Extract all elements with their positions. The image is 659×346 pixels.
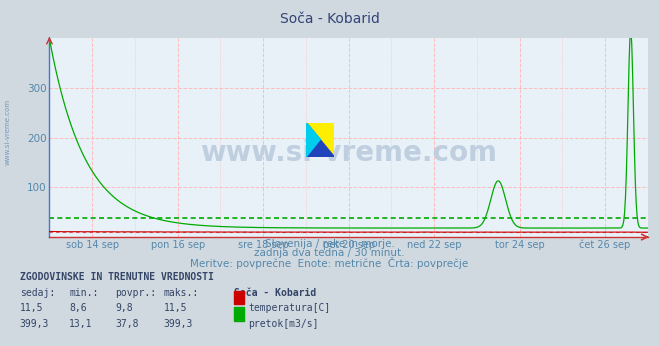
Polygon shape [306, 123, 334, 156]
Text: min.:: min.: [69, 288, 99, 298]
Text: 8,6: 8,6 [69, 303, 87, 313]
Text: Soča - Kobarid: Soča - Kobarid [279, 12, 380, 26]
Text: povpr.:: povpr.: [115, 288, 156, 298]
Text: maks.:: maks.: [163, 288, 198, 298]
Text: www.si-vreme.com: www.si-vreme.com [200, 139, 497, 167]
Text: 399,3: 399,3 [163, 319, 193, 329]
Text: pretok[m3/s]: pretok[m3/s] [248, 319, 319, 329]
Text: 13,1: 13,1 [69, 319, 93, 329]
Text: Slovenija / reke in morje.: Slovenija / reke in morje. [264, 239, 395, 249]
Text: www.si-vreme.com: www.si-vreme.com [5, 98, 11, 165]
Polygon shape [306, 123, 334, 156]
Text: 37,8: 37,8 [115, 319, 139, 329]
Polygon shape [306, 123, 320, 156]
Text: zadnja dva tedna / 30 minut.: zadnja dva tedna / 30 minut. [254, 248, 405, 258]
Text: 11,5: 11,5 [20, 303, 43, 313]
Text: Soča - Kobarid: Soča - Kobarid [234, 288, 316, 298]
Text: 399,3: 399,3 [20, 319, 49, 329]
Text: Meritve: povprečne  Enote: metrične  Črta: povprečje: Meritve: povprečne Enote: metrične Črta:… [190, 257, 469, 270]
Text: ZGODOVINSKE IN TRENUTNE VREDNOSTI: ZGODOVINSKE IN TRENUTNE VREDNOSTI [20, 272, 214, 282]
Text: 9,8: 9,8 [115, 303, 133, 313]
Text: temperatura[C]: temperatura[C] [248, 303, 331, 313]
Text: 11,5: 11,5 [163, 303, 187, 313]
Text: sedaj:: sedaj: [20, 288, 55, 298]
